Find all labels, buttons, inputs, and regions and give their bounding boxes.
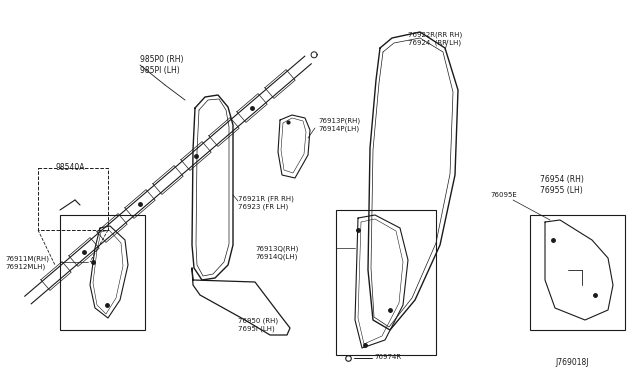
Bar	[530, 215, 625, 330]
Text: 76950 (RH)
7695I (LH): 76950 (RH) 7695I (LH)	[238, 318, 278, 333]
Text: 76095E: 76095E	[490, 192, 516, 198]
Text: J769018J: J769018J	[555, 358, 589, 367]
Bar	[60, 215, 145, 330]
Bar	[38, 168, 108, 230]
Text: 76954 (RH)
76955 (LH): 76954 (RH) 76955 (LH)	[540, 175, 584, 195]
Text: 98540A: 98540A	[55, 163, 84, 172]
Text: 985P0 (RH)
985PI (LH): 985P0 (RH) 985PI (LH)	[140, 55, 184, 75]
Text: 76922R(RR RH)
76924  (RR LH): 76922R(RR RH) 76924 (RR LH)	[408, 32, 462, 46]
Bar	[336, 210, 436, 355]
Text: 76974R: 76974R	[374, 354, 401, 360]
Text: 76921R (FR RH)
76923 (FR LH): 76921R (FR RH) 76923 (FR LH)	[238, 195, 294, 209]
Text: 76913Q(RH)
76914Q(LH): 76913Q(RH) 76914Q(LH)	[255, 245, 298, 260]
Text: 76911M(RH)
76912MLH): 76911M(RH) 76912MLH)	[5, 255, 49, 269]
Text: 76913P(RH)
76914P(LH): 76913P(RH) 76914P(LH)	[318, 118, 360, 132]
